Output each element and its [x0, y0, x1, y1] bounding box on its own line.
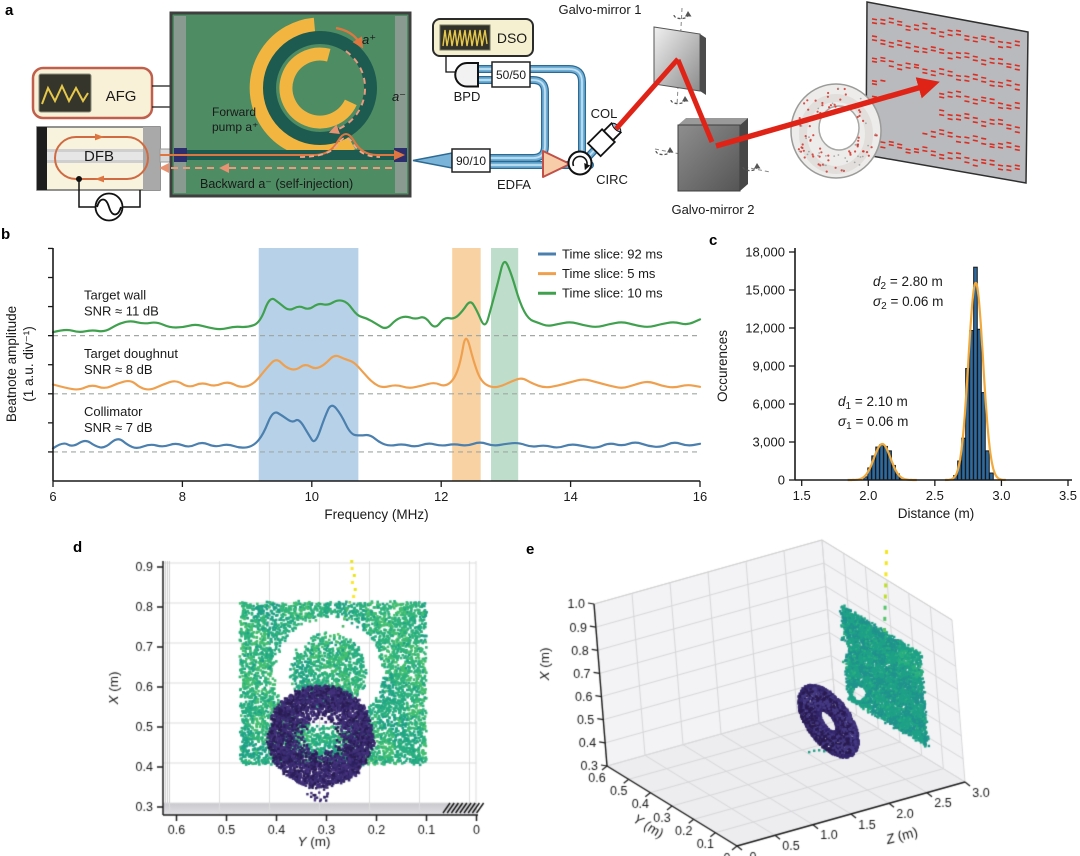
panel-label-a: a	[5, 2, 14, 19]
panel-label-c: c	[709, 232, 718, 249]
panel-label-d: d	[73, 539, 83, 556]
panel-label-e: e	[526, 541, 535, 558]
panel-label-b: b	[1, 226, 11, 243]
